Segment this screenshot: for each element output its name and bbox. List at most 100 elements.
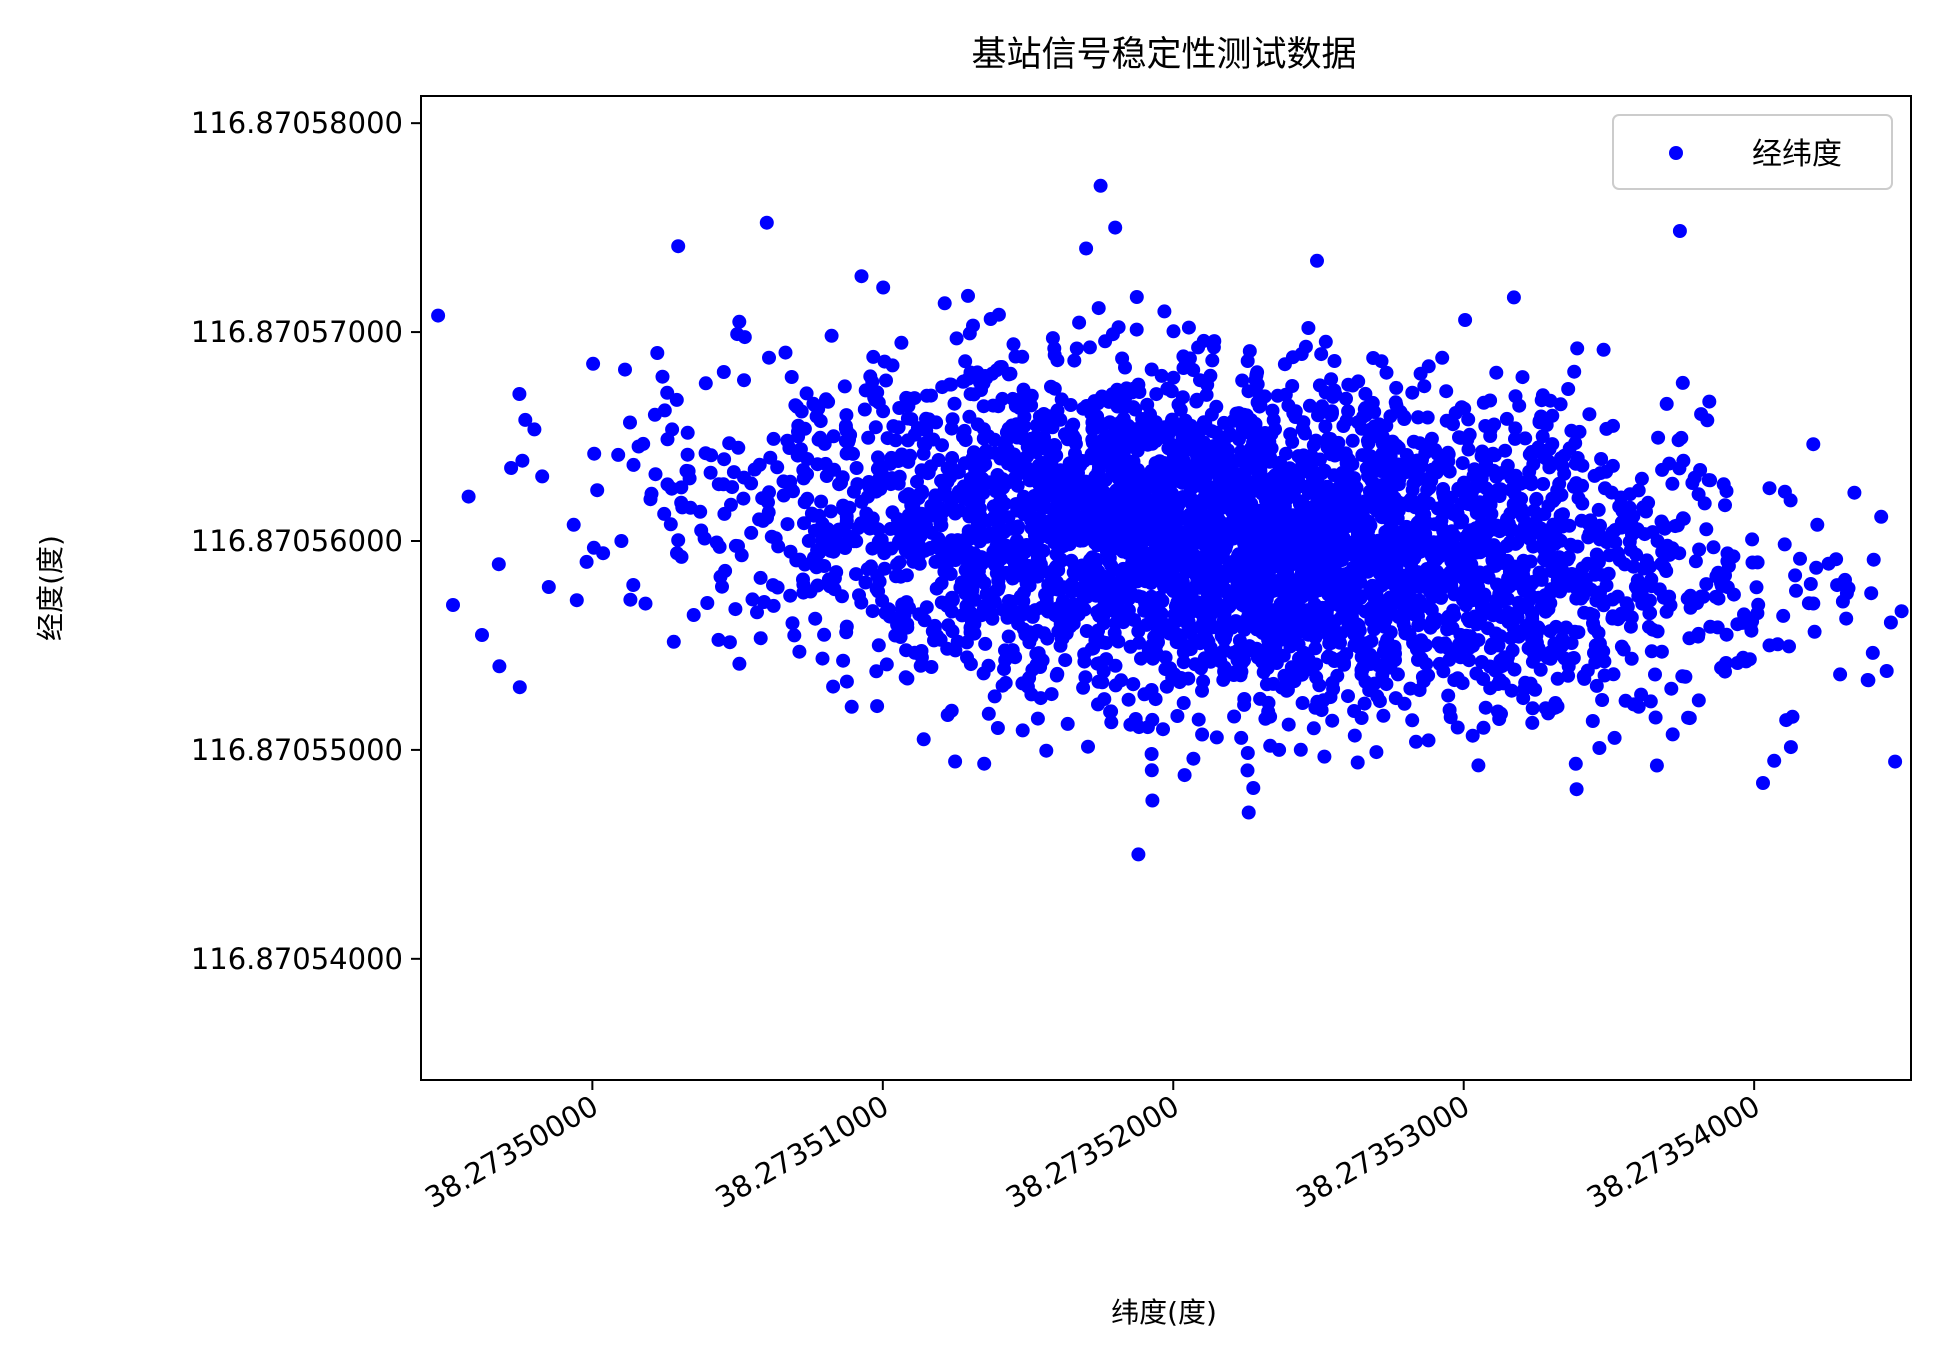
scatter-point bbox=[1339, 391, 1353, 406]
scatter-point bbox=[1488, 626, 1503, 641]
scatter-point bbox=[1477, 531, 1492, 546]
scatter-point bbox=[1691, 693, 1706, 708]
scatter-point bbox=[1186, 751, 1201, 766]
scatter-point bbox=[826, 679, 841, 694]
scatter-point bbox=[966, 445, 981, 460]
scatter-point bbox=[1077, 654, 1092, 669]
scatter-point bbox=[1390, 667, 1405, 682]
scatter-point bbox=[1378, 435, 1393, 450]
scatter-point bbox=[1315, 399, 1330, 414]
scatter-point bbox=[1079, 241, 1094, 256]
scatter-point bbox=[1045, 331, 1060, 346]
scatter-point bbox=[1266, 610, 1281, 625]
scatter-point bbox=[924, 660, 939, 674]
scatter-point bbox=[953, 489, 968, 504]
scatter-point bbox=[931, 453, 946, 467]
scatter-point bbox=[1365, 395, 1380, 410]
scatter-point bbox=[821, 394, 836, 409]
y-tick-label: 116.87058000 bbox=[191, 106, 403, 140]
scatter-point bbox=[1262, 576, 1277, 591]
scatter-point bbox=[1476, 672, 1491, 686]
scatter-point bbox=[1162, 620, 1177, 635]
scatter-point bbox=[1128, 440, 1143, 455]
scatter-point bbox=[1085, 435, 1100, 450]
scatter-point bbox=[900, 671, 915, 686]
scatter-point bbox=[1050, 666, 1065, 681]
scatter-point bbox=[940, 598, 954, 613]
scatter-point bbox=[1347, 627, 1362, 642]
scatter-point bbox=[1496, 676, 1511, 691]
scatter-point bbox=[1821, 556, 1836, 571]
scatter-point bbox=[1518, 675, 1533, 690]
scatter-point bbox=[1022, 571, 1037, 585]
scatter-point bbox=[586, 356, 601, 371]
scatter-point bbox=[839, 423, 854, 438]
scatter-point bbox=[492, 659, 507, 674]
scatter-point bbox=[1154, 554, 1169, 569]
scatter-point bbox=[1287, 598, 1302, 613]
scatter-point bbox=[1132, 563, 1147, 578]
scatter-point bbox=[1294, 525, 1309, 540]
scatter-point bbox=[819, 469, 834, 483]
scatter-point bbox=[1655, 545, 1670, 559]
scatter-point bbox=[1072, 315, 1087, 330]
scatter-point bbox=[941, 618, 956, 633]
scatter-point bbox=[623, 415, 637, 430]
scatter-point bbox=[1206, 565, 1221, 580]
scatter-point bbox=[1466, 526, 1481, 541]
scatter-point bbox=[1359, 408, 1373, 422]
scatter-point bbox=[1555, 519, 1570, 534]
scatter-point bbox=[1268, 492, 1283, 507]
scatter-point bbox=[1535, 429, 1550, 444]
scatter-point bbox=[894, 335, 909, 350]
scatter-point bbox=[1191, 550, 1206, 565]
scatter-point bbox=[657, 403, 672, 418]
scatter-point bbox=[1300, 582, 1315, 597]
scatter-point bbox=[876, 404, 891, 419]
scatter-point bbox=[1526, 525, 1541, 540]
scatter-point bbox=[1435, 350, 1450, 365]
scatter-point bbox=[527, 422, 542, 437]
scatter-point bbox=[1507, 662, 1522, 677]
scatter-point bbox=[766, 431, 781, 446]
scatter-point bbox=[888, 628, 903, 643]
scatter-point bbox=[1405, 713, 1420, 728]
scatter-point bbox=[890, 557, 904, 572]
scatter-point bbox=[1354, 667, 1369, 682]
scatter-point bbox=[1582, 407, 1597, 422]
scatter-point bbox=[1118, 390, 1133, 405]
scatter-point bbox=[1538, 604, 1553, 619]
scatter-point bbox=[1015, 349, 1030, 364]
scatter-point bbox=[716, 365, 731, 379]
scatter-point bbox=[1191, 451, 1206, 465]
scatter-point bbox=[1421, 733, 1436, 748]
scatter-point bbox=[888, 433, 903, 448]
scatter-point bbox=[698, 376, 713, 391]
scatter-point bbox=[724, 497, 738, 512]
scatter-point bbox=[1706, 540, 1721, 555]
scatter-point bbox=[1200, 377, 1215, 392]
scatter-point bbox=[1143, 647, 1158, 662]
scatter-point bbox=[1091, 623, 1106, 638]
scatter-point bbox=[849, 567, 863, 582]
scatter-point bbox=[877, 561, 892, 576]
scatter-point bbox=[948, 553, 963, 568]
scatter-point bbox=[1436, 489, 1451, 504]
scatter-point bbox=[1550, 671, 1565, 686]
scatter-point bbox=[1092, 608, 1107, 623]
scatter-point bbox=[1375, 574, 1389, 589]
scatter-point bbox=[1833, 667, 1848, 682]
scatter-point bbox=[1789, 583, 1803, 598]
scatter-point bbox=[1516, 691, 1531, 706]
scatter-point bbox=[1664, 681, 1679, 696]
scatter-point bbox=[1516, 553, 1531, 568]
scatter-point bbox=[1134, 430, 1149, 444]
scatter-point bbox=[1699, 522, 1714, 537]
scatter-point bbox=[958, 354, 973, 369]
scatter-point bbox=[1222, 555, 1237, 570]
scatter-point bbox=[1577, 605, 1592, 620]
scatter-point bbox=[1296, 464, 1311, 479]
scatter-point bbox=[1381, 522, 1396, 537]
scatter-point bbox=[1553, 533, 1568, 548]
scatter-point bbox=[1623, 619, 1638, 634]
